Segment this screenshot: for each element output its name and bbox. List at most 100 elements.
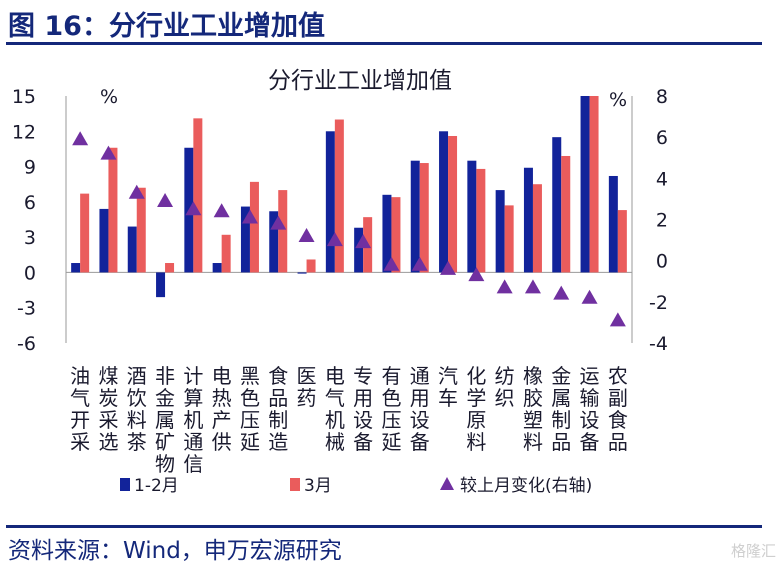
- left-tick-label: 6: [24, 192, 36, 214]
- change-marker: [270, 215, 287, 230]
- change-marker: [355, 234, 372, 249]
- bar: [495, 190, 505, 273]
- change-marker: [298, 227, 315, 242]
- bar: [136, 187, 146, 273]
- change-marker: [496, 279, 513, 294]
- bar: [552, 137, 562, 273]
- change-marker: [128, 184, 145, 199]
- bar: [608, 175, 618, 273]
- right-tick-label: 2: [656, 210, 668, 232]
- right-tick-label: -4: [649, 333, 668, 355]
- change-marker: [524, 279, 541, 294]
- left-tick-label: -6: [17, 333, 36, 355]
- legend-swatch-2: [290, 478, 300, 491]
- bar: [561, 155, 571, 273]
- title-rule: [6, 42, 762, 45]
- change-marker: [241, 209, 258, 224]
- bar: [108, 147, 118, 273]
- bar: [439, 131, 449, 273]
- source-rule: [6, 525, 762, 528]
- category-label: 油气开采: [70, 364, 90, 454]
- legend-label-1: 1-2月: [134, 476, 179, 496]
- bar: [278, 190, 288, 273]
- category-label: 化学原料: [466, 364, 486, 454]
- change-marker: [185, 201, 202, 216]
- bar: [156, 272, 166, 298]
- bar: [448, 135, 458, 273]
- legend-swatch-3: [440, 477, 454, 490]
- category-label: 专用设备: [353, 364, 373, 454]
- bar: [617, 210, 627, 273]
- left-tick-label: -3: [17, 298, 36, 320]
- right-tick-label: 8: [656, 86, 668, 108]
- source-note: 资料来源：Wind，申万宏源研究: [8, 538, 342, 564]
- category-labels: 油气开采煤炭采选酒饮料茶非金属矿物计算机通信电热产供黑色压延食品制造医药电气机械…: [70, 364, 628, 476]
- bar: [523, 167, 533, 273]
- change-marker: [440, 260, 457, 275]
- bar: [354, 227, 364, 273]
- left-tick-label: 0: [24, 262, 36, 284]
- category-label: 纺织: [495, 364, 515, 410]
- bar: [325, 131, 335, 273]
- bar: [80, 193, 90, 273]
- change-marker: [157, 192, 174, 207]
- bar: [504, 205, 514, 273]
- category-label: 有色压延: [381, 364, 401, 454]
- bar: [532, 184, 542, 273]
- change-marker: [468, 267, 485, 282]
- right-tick-label: 0: [656, 251, 668, 273]
- change-markers: [72, 131, 626, 327]
- bar: [476, 168, 486, 273]
- bar: [99, 208, 109, 273]
- category-label: 黑色压延: [240, 364, 260, 454]
- change-marker: [213, 203, 230, 218]
- category-label: 金属制品: [551, 364, 571, 454]
- left-tick-label: 9: [24, 157, 36, 179]
- category-label: 橡胶塑料: [523, 364, 543, 454]
- bar: [306, 259, 316, 273]
- change-marker: [411, 256, 428, 271]
- category-label: 通用设备: [410, 364, 430, 454]
- right-tick-label: 4: [656, 168, 668, 190]
- bar: [382, 194, 392, 273]
- legend-label-3: 较上月变化(右轴): [460, 476, 592, 496]
- change-marker: [72, 131, 89, 146]
- change-marker: [383, 256, 400, 271]
- industry-value-added-chart: 分行业工业增加值 % % 15 12 9 6 3 0 -3 -6 8 6 4 2 0 -2 -4 油气开采煤…: [12, 68, 668, 496]
- category-label: 电热产供: [212, 364, 232, 454]
- category-label: 非金属矿物: [155, 364, 175, 476]
- legend-swatch-1: [120, 478, 130, 491]
- change-marker: [553, 285, 570, 300]
- bar: [334, 119, 344, 273]
- axes: 15 12 9 6 3 0 -3 -6 8 6 4 2 0 -2 -4: [12, 86, 668, 355]
- bar: [193, 118, 203, 273]
- left-tick-label: 3: [24, 227, 36, 249]
- right-tick-label: -2: [649, 292, 668, 314]
- category-label: 煤炭采选: [98, 364, 118, 454]
- category-label: 农副食品: [608, 364, 628, 454]
- left-axis-unit: %: [100, 86, 118, 108]
- category-label: 酒饮料茶: [127, 364, 147, 454]
- bar: [467, 160, 477, 273]
- bar: [249, 181, 259, 273]
- category-label: 汽车: [438, 364, 458, 410]
- category-label: 运输设备: [580, 364, 600, 454]
- bar: [580, 96, 590, 273]
- change-marker: [326, 232, 343, 247]
- bar: [240, 206, 250, 273]
- bar: [221, 234, 231, 273]
- change-marker: [581, 289, 598, 304]
- figure-title: 图 16：分行业工业增加值: [8, 11, 325, 42]
- right-axis-unit: %: [609, 89, 627, 111]
- bar: [71, 263, 81, 273]
- bar: [212, 263, 222, 273]
- left-tick-label: 12: [12, 121, 36, 143]
- legend-label-2: 3月: [304, 476, 332, 496]
- bar: [410, 160, 420, 273]
- left-tick-label: 15: [12, 86, 36, 108]
- legend: 1-2月 3月 较上月变化(右轴): [120, 476, 592, 496]
- change-marker: [100, 145, 117, 160]
- watermark: 格隆汇: [730, 542, 776, 560]
- bar: [391, 197, 401, 273]
- bar: [297, 272, 307, 274]
